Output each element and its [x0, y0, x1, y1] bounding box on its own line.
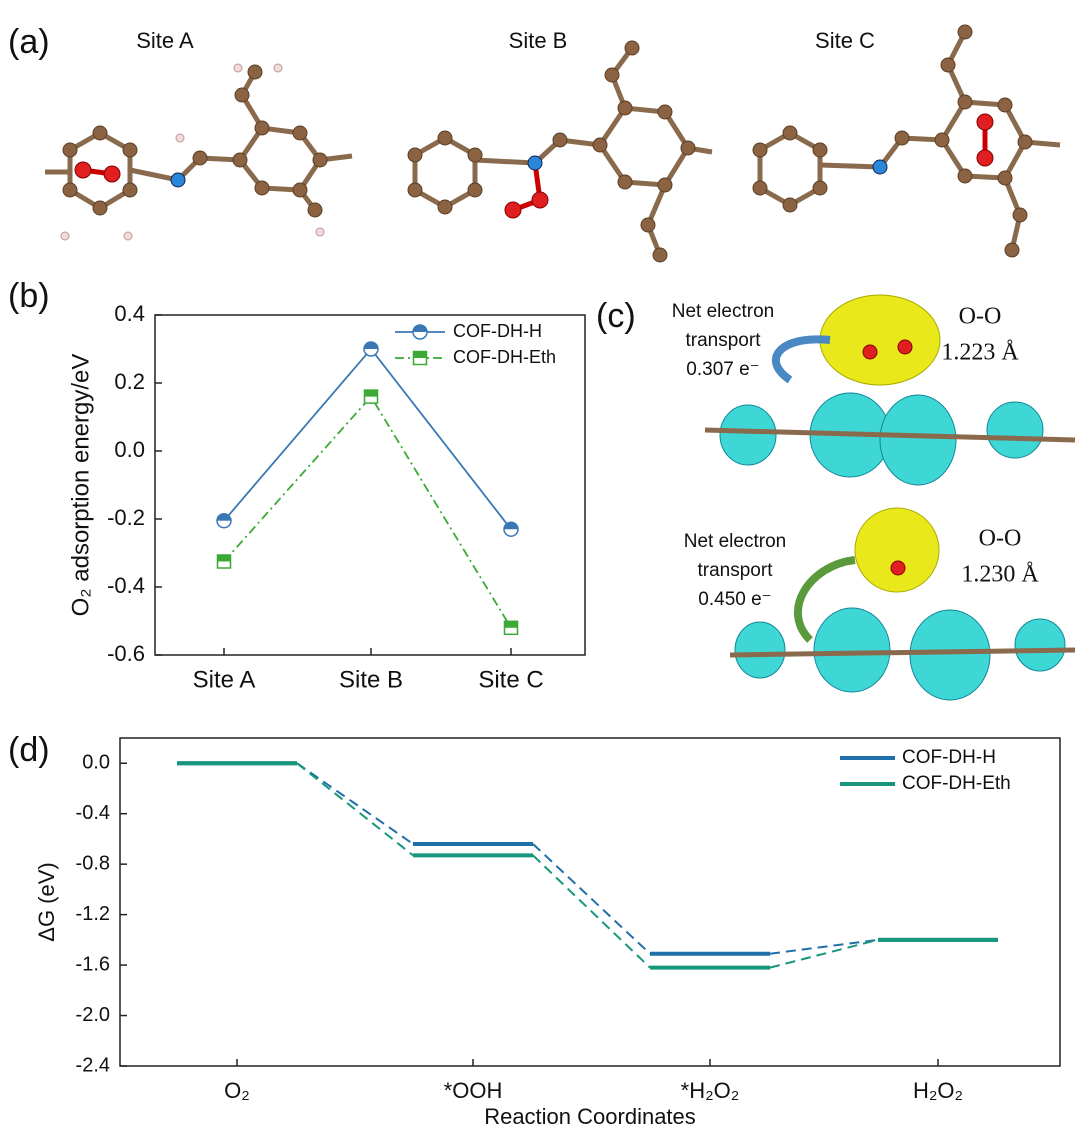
- charge-density-top: [704, 294, 1076, 486]
- panel-label: (c): [596, 297, 636, 335]
- y-tick-label: -0.4: [76, 802, 110, 824]
- connector: [532, 843, 651, 955]
- x-tick-label: Site A: [193, 666, 256, 693]
- connector: [532, 854, 651, 969]
- plot-frame: [154, 314, 586, 656]
- y-tick-label: 0.2: [114, 369, 145, 394]
- charts: -0.6 -0.4 -0.2 0.0 0.2 0.4 Site A Site B Site C O…: [34, 301, 1061, 1129]
- transport-label: Net electron: [672, 301, 774, 322]
- legend-marker-half: [413, 325, 427, 332]
- site-label: Site A: [136, 28, 194, 53]
- plot-frame: [119, 737, 1061, 1067]
- legend-label: COF-DH-Eth: [902, 773, 1011, 794]
- data-point-half: [217, 513, 231, 521]
- molecule-site-c: [752, 24, 1061, 258]
- data-point-half: [504, 621, 518, 628]
- y-tick-label: -0.4: [107, 573, 145, 598]
- y-axis-label: ΔG (eV): [34, 862, 59, 941]
- transport-label: Net electron: [684, 531, 786, 552]
- series-line: [223, 347, 512, 530]
- connector: [296, 762, 414, 857]
- connector: [769, 938, 879, 969]
- site-label: Site B: [509, 28, 568, 53]
- transport-label: transport: [698, 560, 774, 581]
- y-tick-label: -0.6: [107, 641, 145, 666]
- data-point-half: [217, 555, 231, 562]
- x-tick-label: Site B: [339, 666, 403, 693]
- molecule-site-b: [407, 40, 713, 263]
- x-tick-label: Site C: [478, 666, 543, 693]
- panel-label: (b): [8, 277, 50, 315]
- legend-label: COF-DH-H: [902, 747, 996, 768]
- x-tick-label: H₂O₂: [913, 1078, 963, 1103]
- y-axis-label: O₂ adsorption energy/eV: [67, 354, 94, 617]
- series-line: [223, 395, 512, 629]
- connector: [769, 938, 879, 955]
- data-point-half: [504, 522, 518, 530]
- x-tick-label: *OOH: [444, 1078, 503, 1103]
- data-point-half: [364, 342, 378, 349]
- charge-density-bottom: [729, 507, 1076, 701]
- y-tick-label: -1.6: [76, 953, 110, 975]
- x-tick-label: O₂: [224, 1078, 250, 1103]
- legend-label: COF-DH-H: [453, 321, 542, 341]
- transport-label: transport: [686, 330, 762, 351]
- x-tick-label: *H₂O₂: [681, 1078, 740, 1103]
- panel-label: (a): [8, 23, 50, 61]
- transport-label: 0.307 e⁻: [686, 359, 759, 380]
- y-tick-label: 0.4: [114, 301, 145, 326]
- y-tick-label: -1.2: [76, 903, 110, 925]
- bond-length: 1.223 Å: [941, 340, 1019, 366]
- annotations: Net electron transport 0.307 e⁻ O-O 1.223 Å N…: [672, 301, 1040, 610]
- legend-label: COF-DH-Eth: [453, 347, 556, 367]
- molecule-site-a: [45, 63, 353, 241]
- y-tick-label: 0.0: [114, 437, 145, 462]
- bond-length: 1.230 Å: [961, 562, 1039, 588]
- legend-marker-half: [413, 351, 427, 358]
- y-tick-label: -0.2: [107, 505, 145, 530]
- y-tick-label: -2.4: [76, 1054, 110, 1076]
- panel-label: (d): [8, 731, 50, 769]
- connector: [296, 762, 414, 845]
- site-label: Site C: [815, 28, 875, 53]
- x-axis-label: Reaction Coordinates: [484, 1104, 696, 1129]
- transport-label: 0.450 e⁻: [698, 589, 771, 610]
- bond-label: O-O: [959, 304, 1002, 330]
- data-point-half: [364, 390, 378, 397]
- y-tick-label: 0.0: [82, 752, 110, 774]
- y-tick-label: -2.0: [76, 1004, 110, 1026]
- bond-label: O-O: [979, 526, 1022, 552]
- y-tick-label: -0.8: [76, 852, 110, 874]
